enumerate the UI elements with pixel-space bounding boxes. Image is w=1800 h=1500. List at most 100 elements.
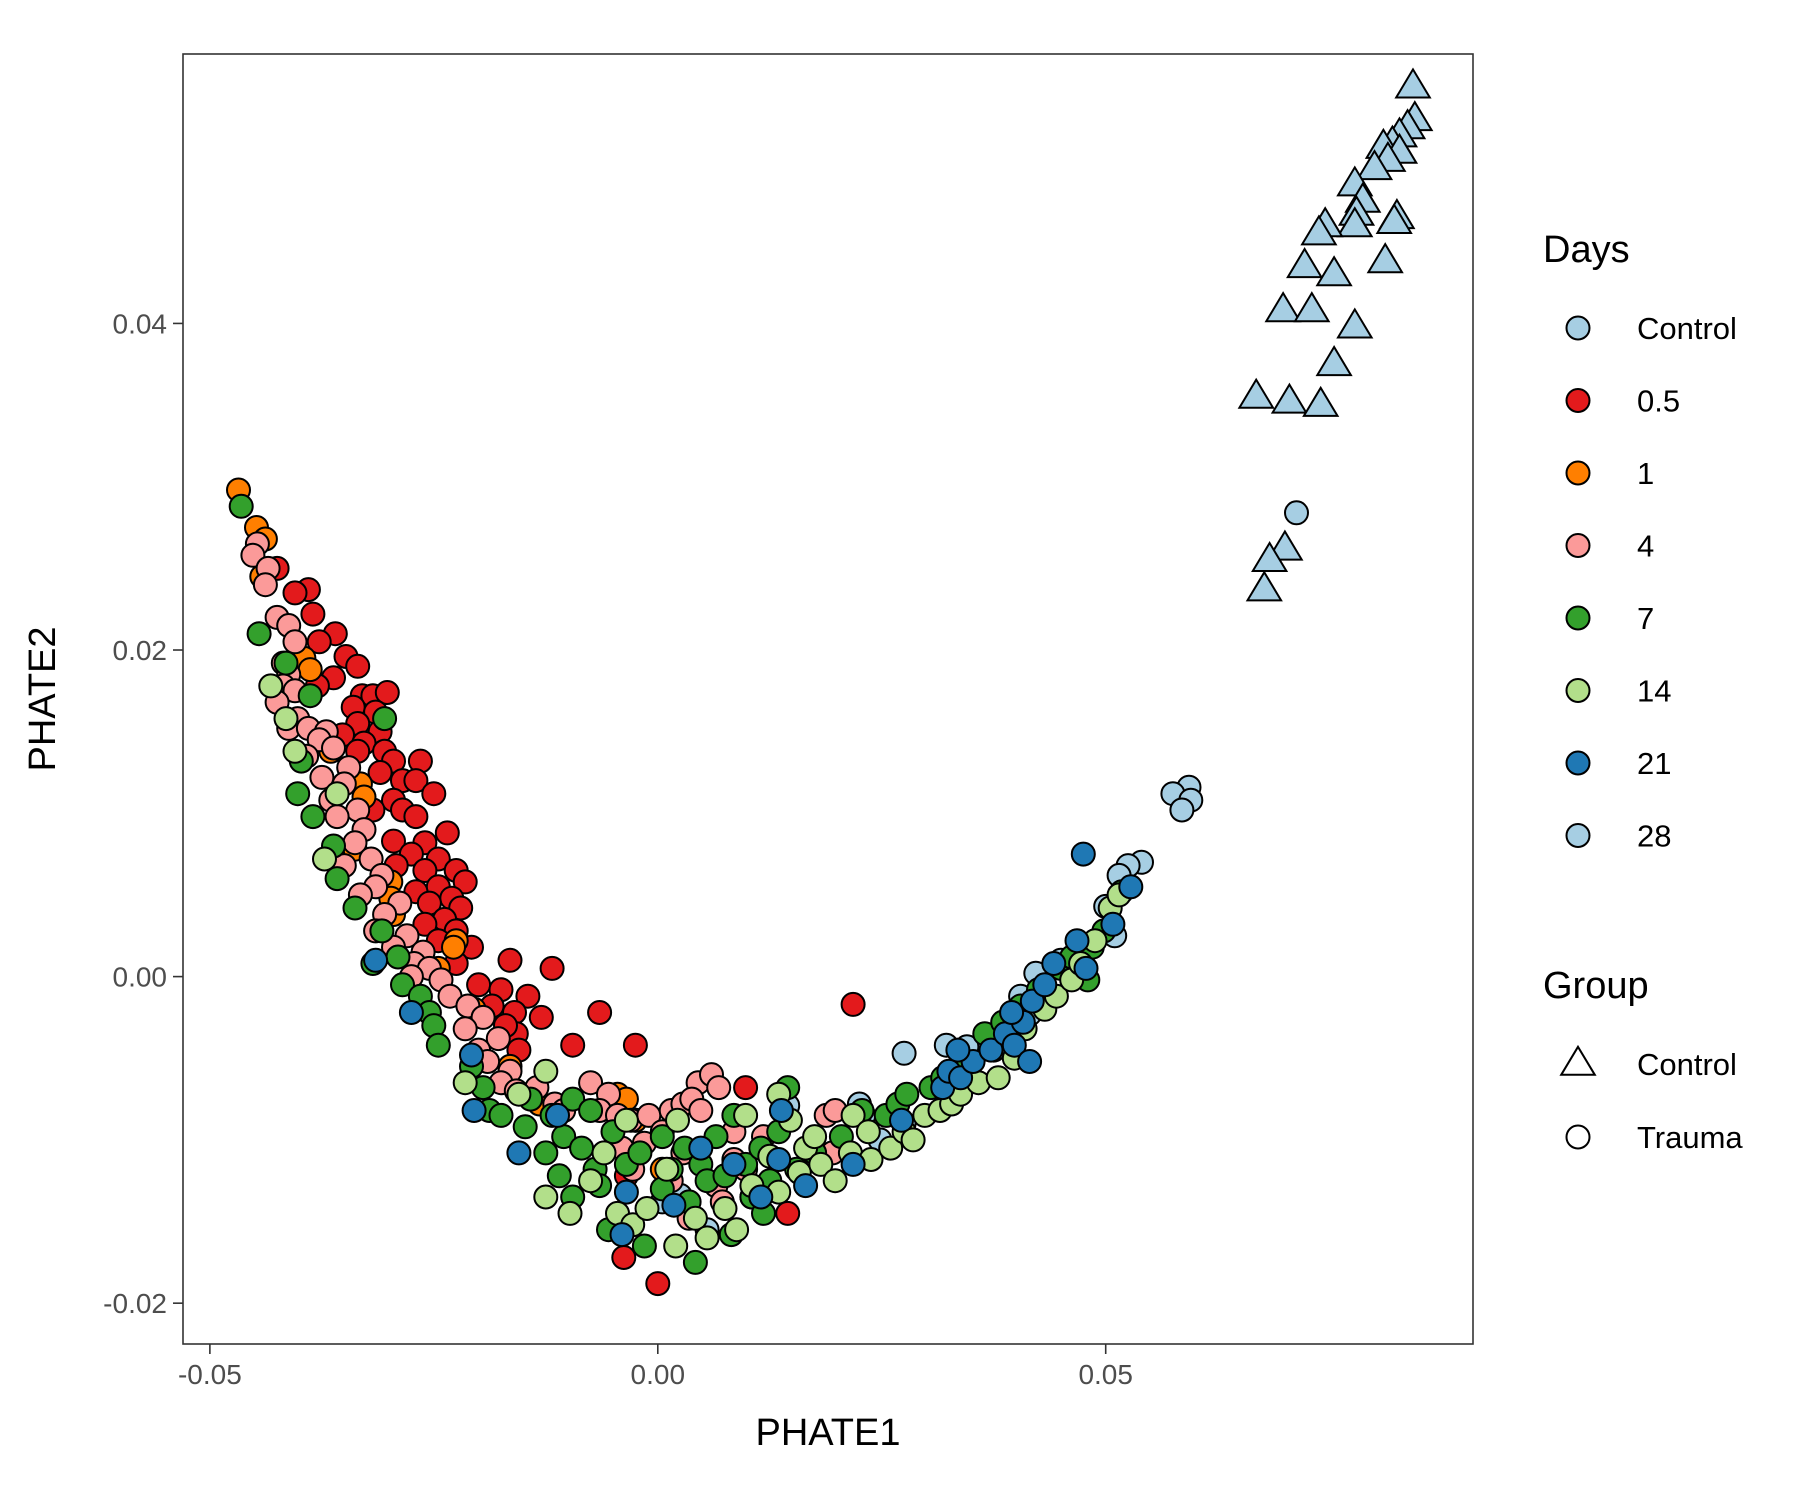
data-point-day-0.5 bbox=[466, 972, 492, 998]
data-point-day-21 bbox=[945, 1037, 971, 1063]
legend-key-day-1 bbox=[1565, 460, 1591, 486]
data-point-day-0.5 bbox=[622, 1032, 648, 1058]
data-point-day-14 bbox=[282, 738, 308, 764]
legend-label-day: 4 bbox=[1637, 529, 1654, 564]
data-point-control bbox=[1375, 202, 1413, 234]
plot-frame bbox=[182, 53, 1474, 1345]
y-tick-label: 0.00 bbox=[113, 962, 168, 993]
data-point-day-14 bbox=[578, 1168, 604, 1194]
data-point-day-14 bbox=[634, 1196, 660, 1221]
data-point-day-14 bbox=[840, 1102, 866, 1128]
legend-label-group: Control bbox=[1637, 1047, 1737, 1082]
data-point-control bbox=[1293, 291, 1331, 323]
data-point-control bbox=[1394, 67, 1432, 99]
legend-label-day: 1 bbox=[1637, 456, 1654, 491]
legend-label-day: 0.5 bbox=[1637, 384, 1680, 419]
data-point-day-0.5 bbox=[645, 1271, 671, 1297]
y-tick-label: 0.04 bbox=[113, 308, 168, 339]
legend-title-days: Days bbox=[1543, 229, 1630, 271]
data-point-day-7 bbox=[369, 918, 395, 944]
data-point-day-14 bbox=[663, 1233, 689, 1259]
data-point-control bbox=[1264, 291, 1302, 323]
data-point-day-21 bbox=[748, 1184, 774, 1210]
data-point-day-21 bbox=[1073, 955, 1099, 981]
data-point-day-0.5 bbox=[381, 828, 406, 854]
data-point-day-21 bbox=[545, 1102, 570, 1128]
data-point-day-0.5 bbox=[560, 1032, 586, 1058]
data-point-control bbox=[1286, 247, 1324, 279]
legend-key-day-21 bbox=[1565, 750, 1591, 776]
data-point-day-21 bbox=[840, 1151, 866, 1177]
legend-key-day-14 bbox=[1565, 678, 1591, 703]
data-point-day-14 bbox=[733, 1102, 759, 1128]
data-point-day-4 bbox=[578, 1070, 604, 1096]
x-tick-label: -0.05 bbox=[178, 1359, 242, 1390]
legend-label-day: 21 bbox=[1637, 746, 1671, 781]
data-point-day-0.5 bbox=[611, 1245, 637, 1270]
data-point-day-7 bbox=[512, 1114, 538, 1140]
axes-layer: -0.05 0.00 0.05 -0.02 0.00 0.02 0.04 bbox=[103, 308, 1133, 1390]
data-point-day-0.5 bbox=[528, 1004, 554, 1030]
data-point-day-1 bbox=[297, 657, 323, 683]
data-point-day-7 bbox=[372, 706, 398, 732]
data-point-day-7 bbox=[425, 1032, 451, 1058]
data-point-day-14 bbox=[613, 1107, 639, 1133]
data-point-day-1 bbox=[441, 934, 466, 960]
data-point-day-14 bbox=[258, 673, 284, 699]
data-point-control bbox=[1315, 345, 1353, 377]
data-point-day-21 bbox=[688, 1135, 714, 1161]
data-point-day-7 bbox=[649, 1124, 675, 1150]
data-point-day-14 bbox=[802, 1124, 828, 1150]
legend-label-group: Trauma bbox=[1637, 1120, 1743, 1155]
y-tick-label: 0.02 bbox=[113, 635, 168, 666]
data-point-day-14 bbox=[654, 1156, 680, 1182]
data-point-day-21 bbox=[1032, 972, 1058, 998]
data-point-day-7 bbox=[342, 895, 368, 921]
data-point-day-21 bbox=[1019, 988, 1045, 1014]
data-point-day-14 bbox=[808, 1151, 834, 1177]
data-point-control bbox=[1237, 377, 1275, 409]
data-point-day-21 bbox=[609, 1222, 635, 1248]
data-point-day-4 bbox=[688, 1098, 714, 1123]
data-point-day-21 bbox=[613, 1179, 639, 1205]
data-point-day-7 bbox=[228, 493, 254, 519]
data-point-day-21 bbox=[1017, 1049, 1043, 1074]
legend-label-day: 28 bbox=[1637, 819, 1671, 854]
data-point-day-0.5 bbox=[497, 947, 523, 973]
data-point-day-14 bbox=[822, 1168, 848, 1194]
data-point-day-4 bbox=[452, 1016, 478, 1042]
data-point-control bbox=[1245, 570, 1283, 602]
data-point-day-4 bbox=[252, 572, 278, 598]
legend-label-day: Control bbox=[1637, 311, 1737, 346]
data-point-control bbox=[1315, 255, 1353, 287]
data-point-day-14 bbox=[557, 1200, 583, 1226]
data-point-day-21 bbox=[768, 1098, 794, 1123]
data-point-day-21 bbox=[461, 1098, 487, 1123]
data-point-day-7 bbox=[682, 1249, 708, 1275]
data-point-day-21 bbox=[459, 1042, 484, 1068]
data-point-control bbox=[1251, 541, 1289, 572]
data-point-day-21 bbox=[661, 1192, 687, 1218]
data-point-control bbox=[1300, 214, 1338, 246]
data-point-day-21 bbox=[1118, 874, 1144, 900]
data-point-day-21 bbox=[721, 1151, 747, 1177]
data-point-day-4 bbox=[706, 1075, 732, 1101]
data-point-day-7 bbox=[300, 804, 326, 830]
data-point-day-0.5 bbox=[282, 580, 308, 606]
data-point-day-4 bbox=[309, 764, 335, 790]
data-point-day-4 bbox=[470, 1004, 496, 1030]
data-point-day-7 bbox=[385, 944, 411, 970]
legend-label-day: 14 bbox=[1637, 674, 1671, 709]
data-point-day-14 bbox=[324, 781, 350, 807]
data-point-day-7 bbox=[578, 1098, 604, 1123]
legend-key-day-Control bbox=[1565, 315, 1591, 341]
data-point-day-14 bbox=[533, 1058, 559, 1084]
data-point-day-7 bbox=[560, 1086, 586, 1112]
data-point-day-7 bbox=[569, 1135, 595, 1161]
points-layer bbox=[226, 67, 1434, 1297]
data-point-day-0.5 bbox=[733, 1075, 759, 1101]
legend-label-day: 7 bbox=[1637, 601, 1654, 636]
data-point-day-14 bbox=[273, 706, 299, 732]
data-point-day-0.5 bbox=[421, 781, 447, 807]
